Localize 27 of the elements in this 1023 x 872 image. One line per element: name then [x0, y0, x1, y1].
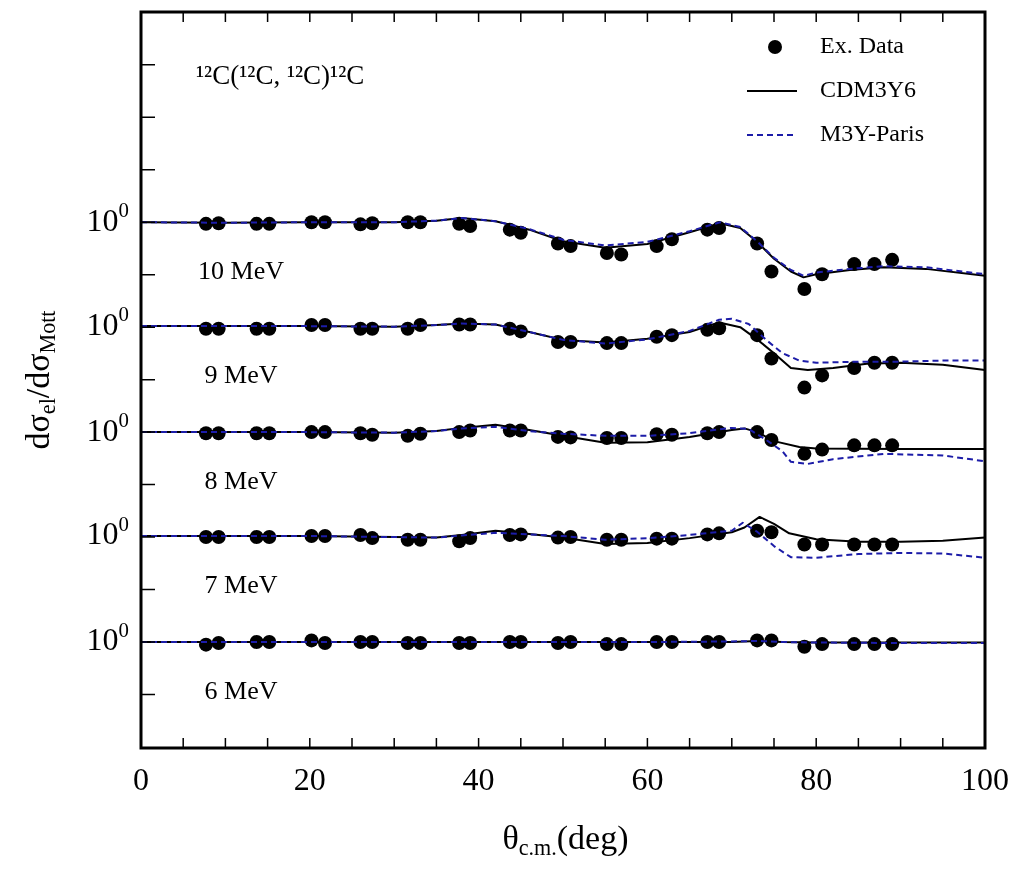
- legend-label: Ex. Data: [820, 32, 905, 59]
- annotation: 6 MeV: [204, 675, 278, 705]
- point: [614, 247, 629, 262]
- annotation: 9 MeV: [204, 359, 278, 389]
- point: [463, 218, 478, 233]
- annotation: 8 MeV: [204, 465, 278, 495]
- point: [764, 264, 779, 279]
- x-tick-label: 0: [133, 760, 149, 797]
- legend-label: CDM3Y6: [820, 76, 917, 103]
- annotation: 7 MeV: [204, 569, 278, 599]
- y-axis-title: dσel/dσMott: [18, 309, 61, 450]
- x-tick-label: 80: [800, 760, 833, 797]
- x-tick-label: 40: [462, 760, 495, 797]
- legend-label: M3Y-Paris: [820, 120, 925, 147]
- x-tick-label: 100: [961, 760, 1009, 797]
- point: [599, 245, 614, 260]
- annotation: 10 MeV: [198, 256, 285, 286]
- x-tick-label: 60: [631, 760, 664, 797]
- point: [885, 252, 900, 267]
- point: [797, 537, 812, 552]
- point: [764, 525, 779, 540]
- point: [815, 368, 830, 383]
- chart-title: ¹²C(¹²C, ¹²C)¹²C: [196, 60, 365, 91]
- point: [797, 380, 812, 395]
- x-tick-label: 20: [293, 760, 326, 797]
- point: [797, 282, 812, 297]
- point: [797, 446, 812, 461]
